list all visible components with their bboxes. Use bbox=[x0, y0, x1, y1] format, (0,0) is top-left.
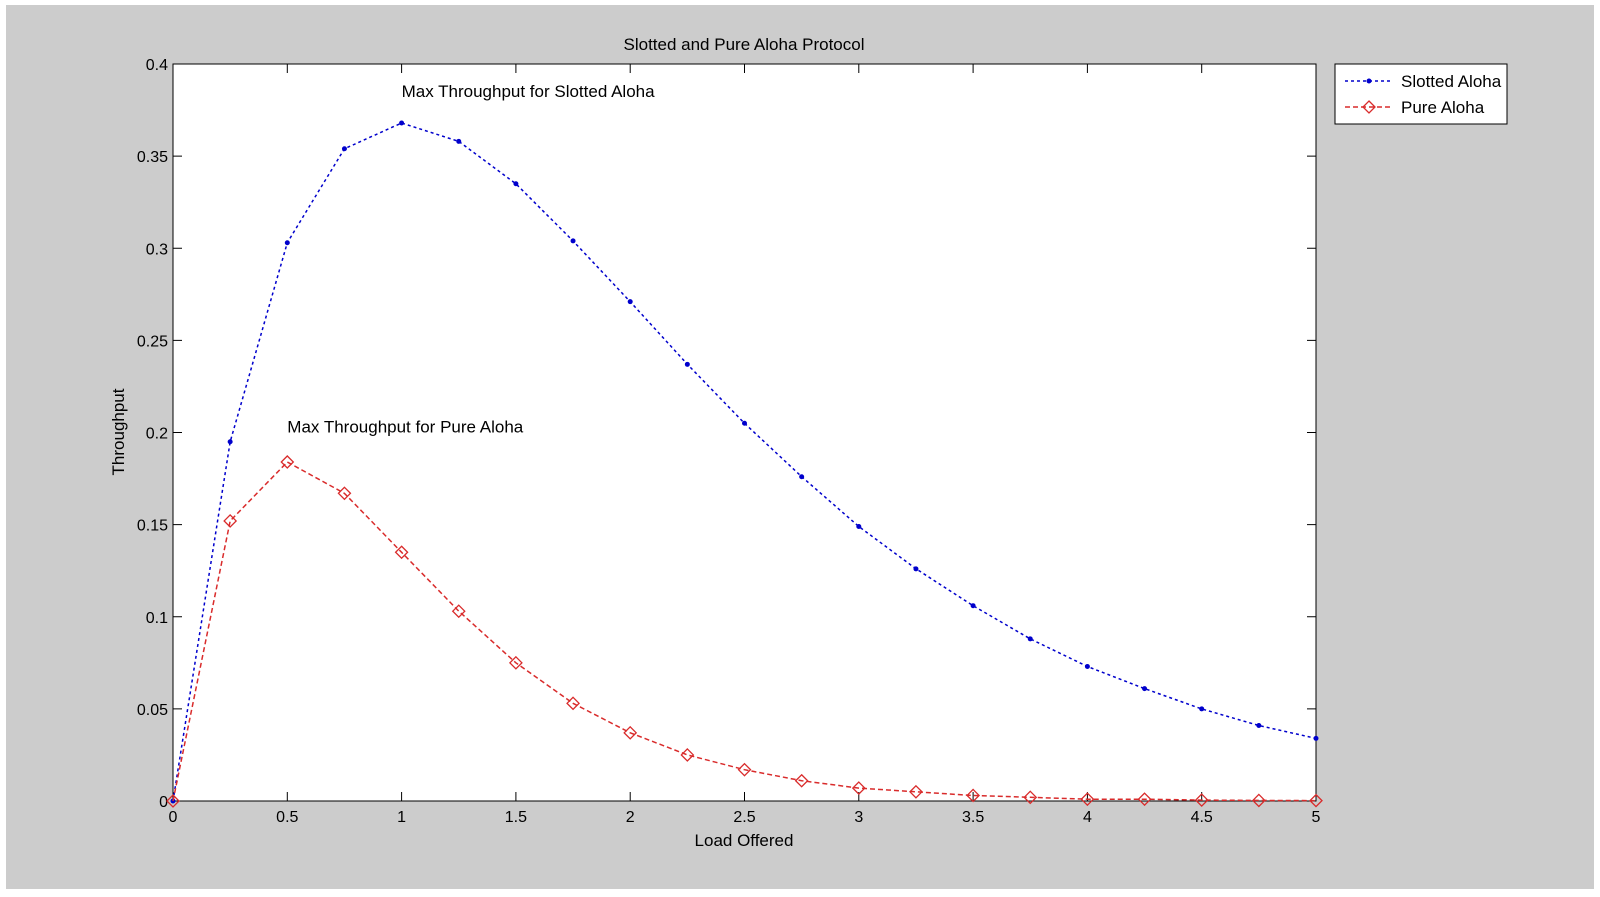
x-tick-label: 1.5 bbox=[505, 809, 527, 826]
data-point-pure-aloha bbox=[394, 545, 409, 560]
data-point-slotted-aloha bbox=[1313, 735, 1319, 741]
data-point-pure-aloha bbox=[1023, 790, 1038, 805]
x-tick-label: 2 bbox=[626, 809, 635, 826]
y-tick-label: 0.25 bbox=[137, 333, 168, 350]
x-tick-label: 2.5 bbox=[733, 809, 755, 826]
y-axis-label: Throughput bbox=[109, 388, 128, 475]
data-point-slotted-aloha bbox=[742, 420, 747, 426]
data-point-slotted-aloha bbox=[399, 120, 405, 126]
data-point-pure-aloha bbox=[1194, 793, 1209, 807]
data-point-slotted-aloha bbox=[513, 181, 519, 187]
data-point-slotted-aloha bbox=[1256, 722, 1262, 728]
data-point-pure-aloha bbox=[280, 455, 295, 469]
data-point-slotted-aloha bbox=[1199, 706, 1205, 712]
data-point-slotted-aloha bbox=[1142, 686, 1148, 692]
data-point-slotted-aloha bbox=[341, 146, 347, 152]
chart-title: Slotted and Pure Aloha Protocol bbox=[624, 35, 865, 54]
x-tick-label: 3.5 bbox=[962, 809, 984, 826]
data-point-pure-aloha bbox=[451, 604, 466, 619]
data-point-slotted-aloha bbox=[684, 361, 690, 367]
data-point-pure-aloha bbox=[737, 762, 752, 777]
series-line-pure-aloha bbox=[172, 461, 1317, 802]
data-point-pure-aloha bbox=[166, 794, 180, 808]
data-point-pure-aloha bbox=[223, 514, 238, 528]
legend-label-slotted-aloha: Slotted Aloha bbox=[1401, 72, 1502, 91]
data-point-slotted-aloha bbox=[627, 299, 633, 305]
data-point-slotted-aloha bbox=[456, 138, 462, 144]
data-point-pure-aloha bbox=[909, 784, 923, 799]
x-tick-label: 0.5 bbox=[276, 809, 298, 826]
x-axis-label: Load Offered bbox=[695, 831, 794, 850]
data-point-slotted-aloha bbox=[570, 238, 576, 244]
series-line-slotted-aloha bbox=[172, 122, 1317, 802]
data-point-pure-aloha bbox=[1251, 793, 1266, 808]
data-point-pure-aloha bbox=[966, 788, 981, 803]
legend: Slotted Aloha Pure Aloha bbox=[1334, 63, 1508, 125]
data-point-slotted-aloha bbox=[284, 240, 290, 246]
data-point-pure-aloha bbox=[623, 725, 638, 740]
data-point-pure-aloha bbox=[566, 696, 580, 711]
x-tick-label: 3 bbox=[854, 809, 863, 826]
series-layer bbox=[166, 120, 1323, 808]
legend-label-pure-aloha: Pure Aloha bbox=[1401, 98, 1485, 117]
x-tick-label: 0 bbox=[169, 809, 178, 826]
data-point-slotted-aloha bbox=[227, 439, 233, 445]
data-point-slotted-aloha bbox=[1084, 663, 1090, 669]
data-point-pure-aloha bbox=[1137, 792, 1152, 807]
annotation-label: Max Throughput for Pure Aloha bbox=[287, 418, 523, 437]
data-point-pure-aloha bbox=[337, 486, 352, 501]
y-tick-label: 0 bbox=[159, 794, 168, 811]
x-tick-label: 4.5 bbox=[1191, 809, 1213, 826]
data-point-pure-aloha bbox=[680, 748, 695, 762]
axis-ticks: 0 0.5 1 1.5 2 2.5 3 3.5 4 4.5 5 0 0.05 0.1 0.15 0.2 0.25… bbox=[137, 57, 1321, 826]
x-tick-label: 1 bbox=[397, 809, 406, 826]
y-tick-label: 0.2 bbox=[146, 426, 168, 443]
y-tick-label: 0.1 bbox=[146, 610, 168, 627]
data-point-slotted-aloha bbox=[1027, 636, 1033, 642]
y-tick-label: 0.05 bbox=[137, 702, 168, 719]
data-point-slotted-aloha bbox=[856, 523, 862, 529]
data-point-slotted-aloha bbox=[799, 474, 805, 480]
legend-box bbox=[1334, 63, 1508, 125]
legend-marker-pure-aloha bbox=[1362, 100, 1376, 114]
y-tick-label: 0.35 bbox=[137, 149, 168, 166]
data-point-pure-aloha bbox=[794, 773, 809, 788]
data-point-slotted-aloha bbox=[970, 603, 976, 609]
data-point-pure-aloha bbox=[851, 781, 866, 796]
y-tick-label: 0.4 bbox=[146, 57, 168, 74]
y-tick-label: 0.15 bbox=[137, 518, 168, 535]
data-point-pure-aloha bbox=[1080, 792, 1095, 807]
y-tick-label: 0.3 bbox=[146, 241, 168, 258]
data-point-pure-aloha bbox=[508, 655, 523, 670]
x-tick-label: 4 bbox=[1083, 809, 1092, 826]
legend-marker-slotted-aloha bbox=[1366, 78, 1372, 84]
data-point-pure-aloha bbox=[1309, 793, 1323, 808]
annotation-layer: Max Throughput for Slotted Aloha Max Thro… bbox=[287, 82, 655, 436]
x-tick-label: 5 bbox=[1312, 809, 1321, 826]
annotation-label: Max Throughput for Slotted Aloha bbox=[402, 82, 656, 101]
plot-area bbox=[172, 63, 1317, 802]
data-point-slotted-aloha bbox=[913, 566, 919, 572]
